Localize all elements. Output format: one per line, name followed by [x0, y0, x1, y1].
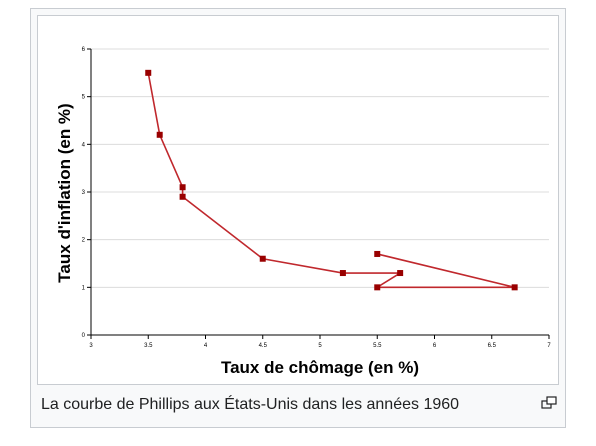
data-point: [179, 193, 186, 200]
magnify-clip-icon[interactable]: [541, 395, 557, 411]
data-point: [511, 284, 518, 291]
x-tick-label: 4.5: [259, 343, 268, 349]
data-point: [374, 284, 381, 291]
x-tick-label: 7: [547, 343, 551, 349]
y-tick-label: 1: [82, 285, 86, 291]
x-tick-label: 6.5: [488, 343, 497, 349]
data-point: [339, 270, 346, 277]
grid-lines: [91, 48, 549, 288]
x-tick-label: 5.5: [373, 343, 382, 349]
y-tick-label: 3: [82, 190, 86, 196]
y-tick-label: 0: [82, 333, 86, 339]
y-axis-title: Taux d'inflation (en %): [55, 103, 74, 282]
data-point: [145, 69, 152, 76]
y-tick-labels: 0 1 2 3 4 5 6: [82, 47, 86, 339]
figure-thumbnail: [30, 8, 566, 428]
data-series: [145, 69, 518, 291]
y-tick-label: 5: [82, 95, 86, 101]
series-line: [147, 72, 516, 289]
x-tick-label: 4: [204, 343, 208, 349]
axes: [87, 48, 550, 339]
x-tick-label: 3: [89, 343, 93, 349]
data-point: [156, 131, 163, 138]
figure-caption: La courbe de Phillips aux États-Unis dan…: [41, 396, 460, 413]
x-tick-label: 6: [433, 343, 437, 349]
x-tick-labels: 3 3.5 4 4.5 5 5.5 6 6.5 7: [89, 343, 551, 349]
x-tick-label: 5: [318, 343, 322, 349]
x-axis-title: Taux de chômage (en %): [221, 358, 419, 377]
y-tick-label: 2: [82, 238, 86, 244]
data-point: [259, 255, 266, 262]
chart-image[interactable]: [37, 15, 559, 385]
y-tick-label: 6: [82, 47, 86, 53]
x-tick-label: 3.5: [144, 343, 153, 349]
data-point: [397, 270, 404, 277]
data-point: [374, 250, 381, 257]
y-tick-label: 4: [82, 142, 86, 148]
data-point: [179, 184, 186, 191]
